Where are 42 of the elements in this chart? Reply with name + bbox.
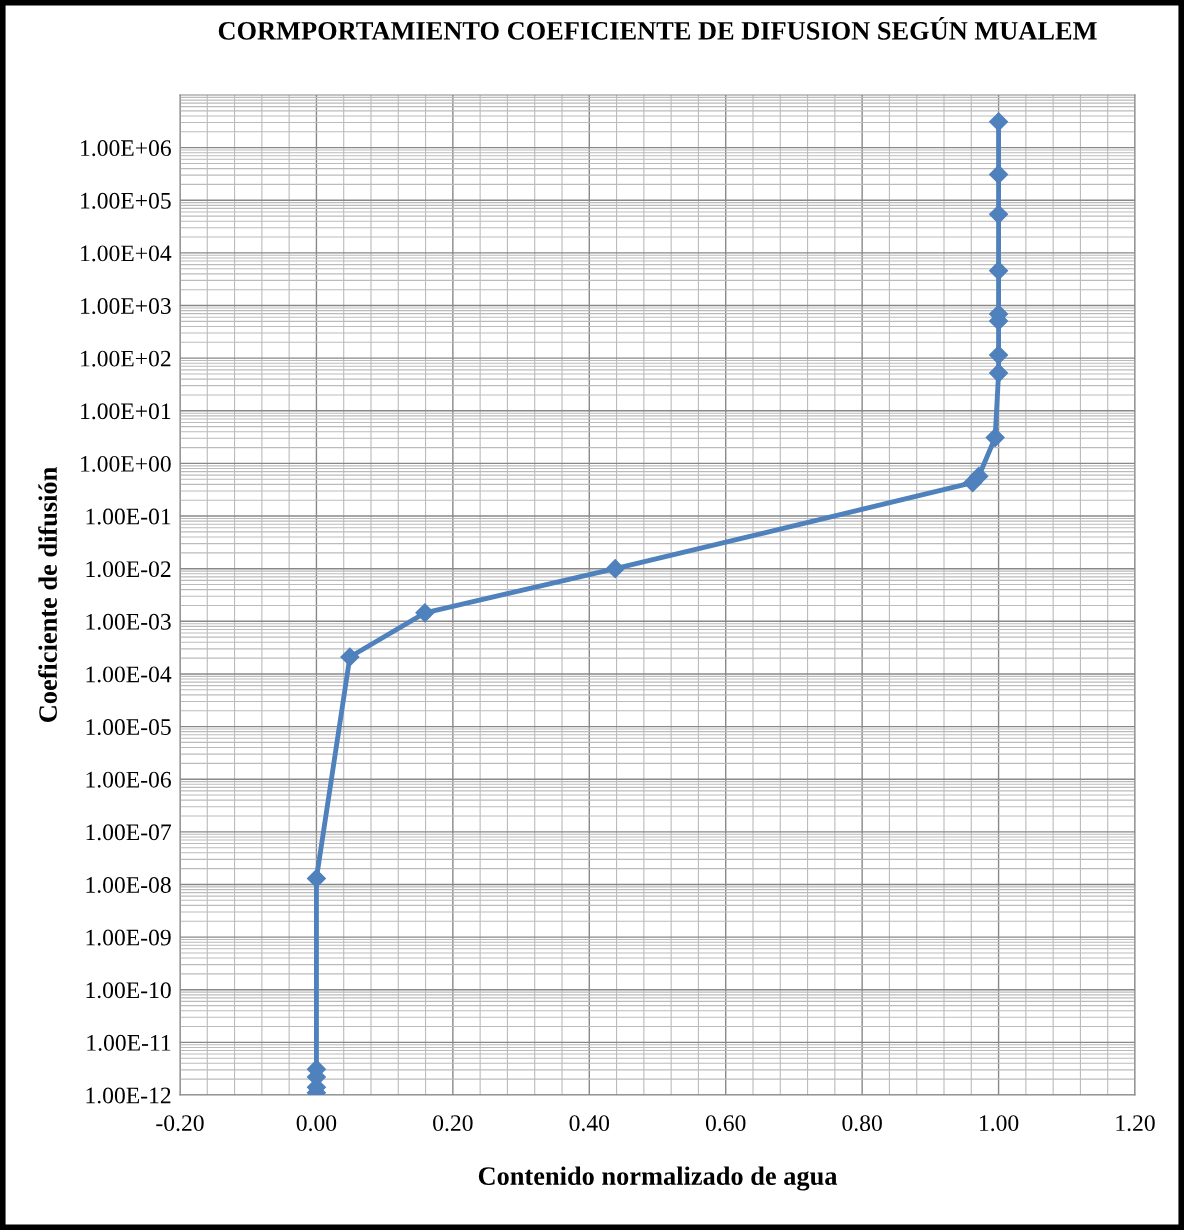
- point: [969, 466, 989, 486]
- y-tick-label: 1.00E+00: [81, 455, 171, 472]
- point: [306, 868, 326, 889]
- y-tick-label: 1.00E-01: [86, 508, 171, 525]
- y-tick-label: 1.00E+03: [81, 298, 171, 315]
- point: [989, 363, 1009, 383]
- y-tick-label: 1.00E+02: [81, 350, 171, 367]
- x-tick-label: 0.60: [705, 1115, 746, 1132]
- y-tick-label: 1.00E-06: [86, 771, 171, 788]
- y-tick-label: 1.00E-12: [86, 1087, 171, 1104]
- point: [989, 164, 1009, 184]
- point: [989, 112, 1009, 132]
- point: [989, 261, 1009, 281]
- point: [989, 204, 1009, 224]
- x-axis-title: Contenido normalizado de agua: [478, 1166, 838, 1191]
- x-tick-label: 1.00: [979, 1115, 1019, 1132]
- x-tick-label: 1.20: [1116, 1115, 1155, 1132]
- y-tick-label: 1.00E-05: [86, 719, 171, 736]
- x-tick-label: 0.80: [842, 1115, 882, 1132]
- point: [985, 428, 1005, 448]
- y-axis-title: Coeficiente de difusión: [38, 467, 58, 722]
- point: [340, 647, 360, 667]
- y-tick-label: 1.00E-08: [86, 876, 171, 893]
- y-tick-label: 1.00E+01: [81, 403, 171, 420]
- y-tick-label: 1.00E-02: [86, 561, 171, 578]
- y-tick-label: 1.00E+06: [81, 140, 171, 157]
- y-tick-label: 1.00E-07: [86, 824, 171, 841]
- x-tick-label: 0.00: [296, 1115, 337, 1132]
- x-tick-label: 0.40: [569, 1115, 610, 1132]
- x-tick-label: -0.20: [156, 1115, 204, 1132]
- y-tick-label: 1.00E-09: [86, 929, 171, 946]
- y-tick-label: 1.00E-04: [86, 666, 172, 683]
- point: [989, 345, 1009, 365]
- chart-title: CORMPORTAMIENTO COEFICIENTE DE DIFUSION SEGÚN MUALEM: [218, 16, 1097, 40]
- y-tick-label: 1.00E-11: [87, 1034, 171, 1051]
- point: [605, 559, 625, 579]
- y-tick-label: 1.00E-03: [86, 613, 171, 630]
- x-tick-label: 0.20: [433, 1115, 473, 1132]
- y-tick-label: 1.00E+05: [81, 192, 171, 209]
- y-tick-label: 1.00E+04: [81, 245, 172, 262]
- point: [415, 603, 435, 623]
- y-tick-label: 1.00E-10: [86, 982, 171, 999]
